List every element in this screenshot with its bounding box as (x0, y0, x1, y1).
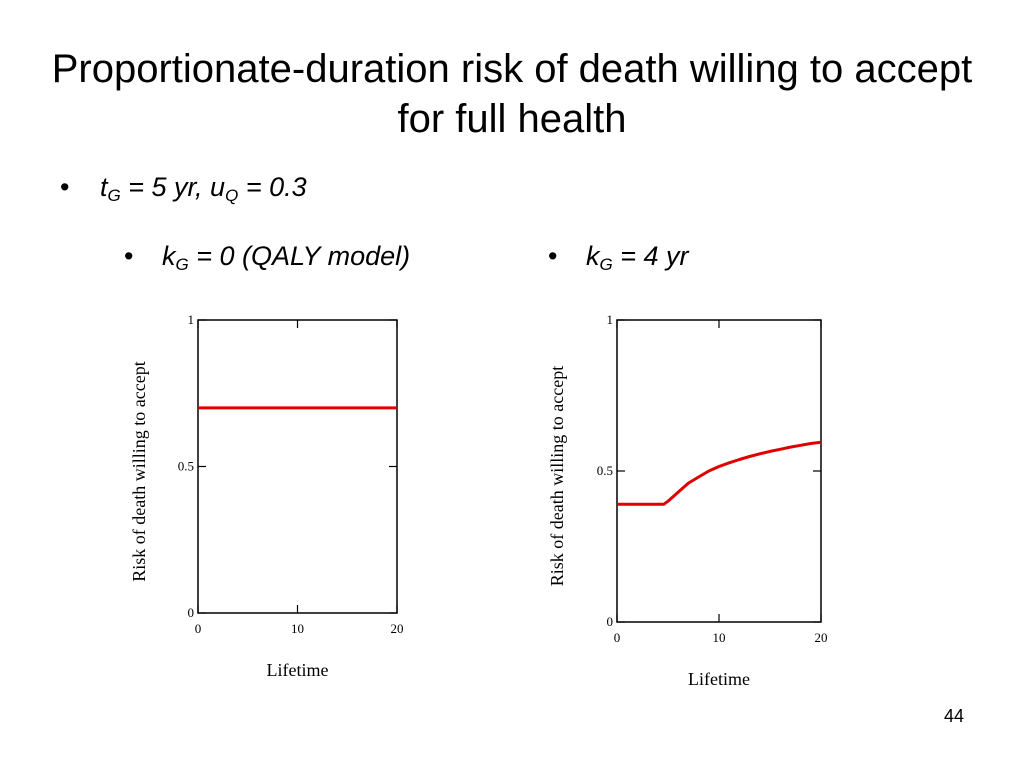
series-line (617, 440, 822, 506)
x-axis-label: Lifetime (688, 669, 750, 689)
bullet-left-case-text: kG = 0 (QALY model) (162, 241, 411, 274)
x-tick-label: 0 (614, 630, 621, 645)
chart-right: 0 10 20 0 0.5 1 Lifetime Risk of death willing … (547, 312, 828, 689)
y-tick-label: 1 (188, 312, 195, 327)
x-tick-label: 0 (195, 621, 202, 636)
y-axis-label: Risk of death willing to accept (547, 366, 567, 586)
y-tick-label: 1 (607, 312, 614, 327)
y-tick-label: 0 (188, 605, 195, 620)
bullet-dot-icon: • (124, 241, 134, 271)
y-tick-label: 0 (607, 614, 614, 629)
x-tick-label: 10 (713, 630, 726, 645)
slide-title: Proportionate-duration risk of death wil… (51, 47, 973, 141)
x-tick-label: 10 (291, 621, 304, 636)
page-number: 44 (943, 706, 964, 726)
y-axis-label: Risk of death willing to accept (129, 361, 149, 581)
x-tick-label: 20 (815, 630, 828, 645)
bullet-right-case-text: kG = 4 yr (586, 241, 689, 274)
bullet-dot-icon: • (60, 172, 70, 202)
x-tick-label: 20 (391, 621, 404, 636)
y-tick-label: 0.5 (178, 459, 194, 474)
plot-frame (616, 319, 822, 623)
chart-left: 0 10 20 0 0.5 1 Lifetime Risk of death willing … (129, 312, 404, 680)
y-tick-label: 0.5 (597, 463, 613, 478)
bullet-dot-icon: • (548, 241, 558, 271)
x-axis-label: Lifetime (267, 660, 329, 680)
bullet-parameters-text: tG = 5 yr, uQ = 0.3 (100, 172, 307, 205)
plot-frame (197, 319, 398, 614)
